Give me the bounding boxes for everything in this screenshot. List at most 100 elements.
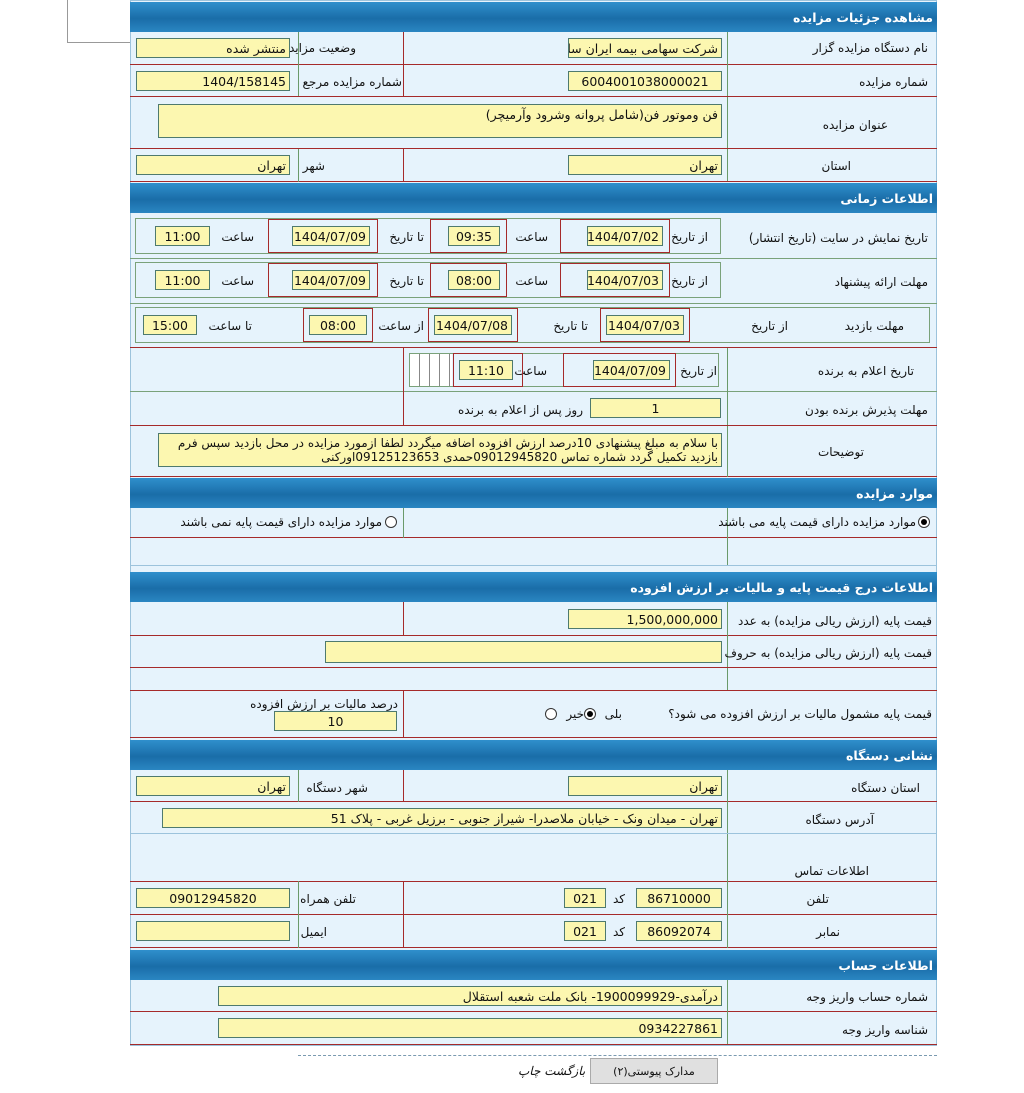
- row-device-province: [130, 770, 937, 802]
- divider: [298, 770, 299, 802]
- divider: [403, 149, 404, 182]
- phone-field[interactable]: 86710000: [636, 888, 722, 908]
- status-field[interactable]: منتشر شده: [136, 38, 290, 58]
- cell: [268, 219, 378, 253]
- divider: [403, 602, 404, 636]
- cell: [560, 263, 670, 297]
- row-province: [130, 149, 937, 182]
- divider: [403, 690, 404, 738]
- to-label: تا تاریخ: [389, 230, 424, 244]
- row-account-id: [130, 1012, 937, 1045]
- phone-code-field[interactable]: 021: [564, 888, 606, 908]
- offer-to-date[interactable]: 1404/07/09: [292, 270, 370, 290]
- price-num-label: قیمت پایه (ارزش ریالی مزایده) به عدد: [737, 614, 932, 628]
- visit-to-date[interactable]: 1404/07/08: [434, 315, 512, 335]
- device-province-label: استان دستگاه: [851, 781, 920, 795]
- offer-to-time[interactable]: 11:00: [155, 270, 210, 290]
- desc-label: توضیحات: [817, 445, 864, 459]
- vat-pct-field[interactable]: 10: [274, 711, 397, 731]
- without-price-label: موارد مزایده دارای قیمت پایه نمی باشند: [180, 515, 382, 529]
- hour-label: ساعت: [221, 230, 254, 244]
- to-label: تا تاریخ: [389, 274, 424, 288]
- price-num-field[interactable]: 1,500,000,000: [568, 609, 722, 629]
- desc-field[interactable]: با سلام به مبلغ پیشنهادی 10درصد ارزش افز…: [158, 433, 722, 467]
- row-desc: [130, 426, 937, 477]
- device-city-field[interactable]: تهران: [136, 776, 290, 796]
- no-label: خیر: [566, 707, 584, 721]
- visit-label: مهلت بازدید: [844, 319, 904, 333]
- ref-field[interactable]: 1404/158145: [136, 71, 290, 91]
- title-field[interactable]: فن وموتور فن(شامل پروانه وشرود وآرمیچر): [158, 104, 722, 138]
- winner-label: تاریخ اعلام به برنده: [817, 364, 914, 378]
- winner-date[interactable]: 1404/07/09: [593, 360, 670, 380]
- divider: [403, 348, 404, 425]
- address-field[interactable]: تهران - میدان ونک - خیابان ملاصدرا- شیرا…: [162, 808, 722, 828]
- display-to-time[interactable]: 11:00: [155, 226, 210, 246]
- attachments-button[interactable]: مدارک پیوستی(۲): [590, 1058, 718, 1084]
- divider: [727, 508, 728, 565]
- cell: [428, 308, 518, 342]
- fax-code-field[interactable]: 021: [564, 921, 606, 941]
- visit-to-time[interactable]: 15:00: [143, 315, 197, 335]
- display-to-date[interactable]: 1404/07/09: [292, 226, 370, 246]
- email-field[interactable]: [136, 921, 290, 941]
- cell: [600, 308, 690, 342]
- accept-field[interactable]: 1: [590, 398, 721, 418]
- cell: [560, 219, 670, 253]
- vat-pct-label: درصد مالیات بر ارزش افزوده: [250, 697, 398, 711]
- offer-from-date[interactable]: 1404/07/03: [587, 270, 663, 290]
- row-org: [130, 32, 937, 65]
- row-contacts: [130, 881, 937, 948]
- display-from-time[interactable]: 09:35: [448, 226, 500, 246]
- radio-without-price[interactable]: [385, 516, 397, 528]
- row-display: [130, 213, 937, 259]
- account-number-field[interactable]: درآمدی-1900099929- بانک ملت شعبه استقلال: [218, 986, 722, 1006]
- org-field[interactable]: شرکت سهامی بیمه ایران سا: [568, 38, 722, 58]
- mobile-field[interactable]: 09012945820: [136, 888, 290, 908]
- number-field[interactable]: 6004001038000021: [568, 71, 722, 91]
- divider: [727, 980, 728, 1045]
- from-label: از تاریخ: [751, 319, 788, 333]
- number-label: شماره مزایده: [859, 75, 928, 89]
- divider: [727, 834, 728, 882]
- row-offer: [130, 259, 937, 304]
- display-from-date[interactable]: 1404/07/02: [587, 226, 663, 246]
- winner-time[interactable]: 11:10: [459, 360, 513, 380]
- cell: [268, 263, 378, 297]
- divider: [727, 348, 728, 425]
- row-vat: [130, 690, 937, 738]
- divider: [403, 881, 404, 948]
- title-label: عنوان مزایده: [822, 118, 888, 132]
- code-label: کد: [612, 925, 625, 939]
- price-words-field[interactable]: [325, 641, 722, 663]
- offer-label: مهلت ارائه پیشنهاد: [834, 275, 928, 289]
- section-header-price: اطلاعات درج قیمت پایه و مالیات بر ارزش ا…: [130, 572, 937, 602]
- back-link[interactable]: بازگشت: [544, 1064, 586, 1078]
- divider: [130, 914, 937, 915]
- row-address: [130, 802, 937, 834]
- device-province-field[interactable]: تهران: [568, 776, 722, 796]
- row-account-number: [130, 980, 937, 1012]
- divider: [727, 32, 728, 181]
- row-price-num: [130, 602, 937, 636]
- ref-label: شماره مزایده مرجع: [302, 75, 402, 89]
- accept-label: مهلت پذیرش برنده بودن: [805, 403, 928, 417]
- account-id-field[interactable]: 0934227861: [218, 1018, 722, 1038]
- radio-with-price[interactable]: [918, 516, 930, 528]
- radio-vat-yes[interactable]: [584, 708, 596, 720]
- row-items: [130, 508, 937, 538]
- footer-divider: [298, 1055, 937, 1056]
- divider: [298, 149, 299, 182]
- fax-field[interactable]: 86092074: [636, 921, 722, 941]
- radio-vat-no[interactable]: [545, 708, 557, 720]
- city-field[interactable]: تهران: [136, 155, 290, 175]
- phone-label: تلفن: [806, 892, 829, 906]
- offer-group: [135, 262, 721, 298]
- offer-from-time[interactable]: 08:00: [448, 270, 500, 290]
- mobile-label: تلفن همراه: [300, 892, 356, 906]
- cell: [430, 219, 507, 253]
- province-field[interactable]: تهران: [568, 155, 722, 175]
- visit-from-time[interactable]: 08:00: [309, 315, 367, 335]
- visit-from-date[interactable]: 1404/07/03: [606, 315, 684, 335]
- print-link[interactable]: چاپ: [518, 1064, 541, 1078]
